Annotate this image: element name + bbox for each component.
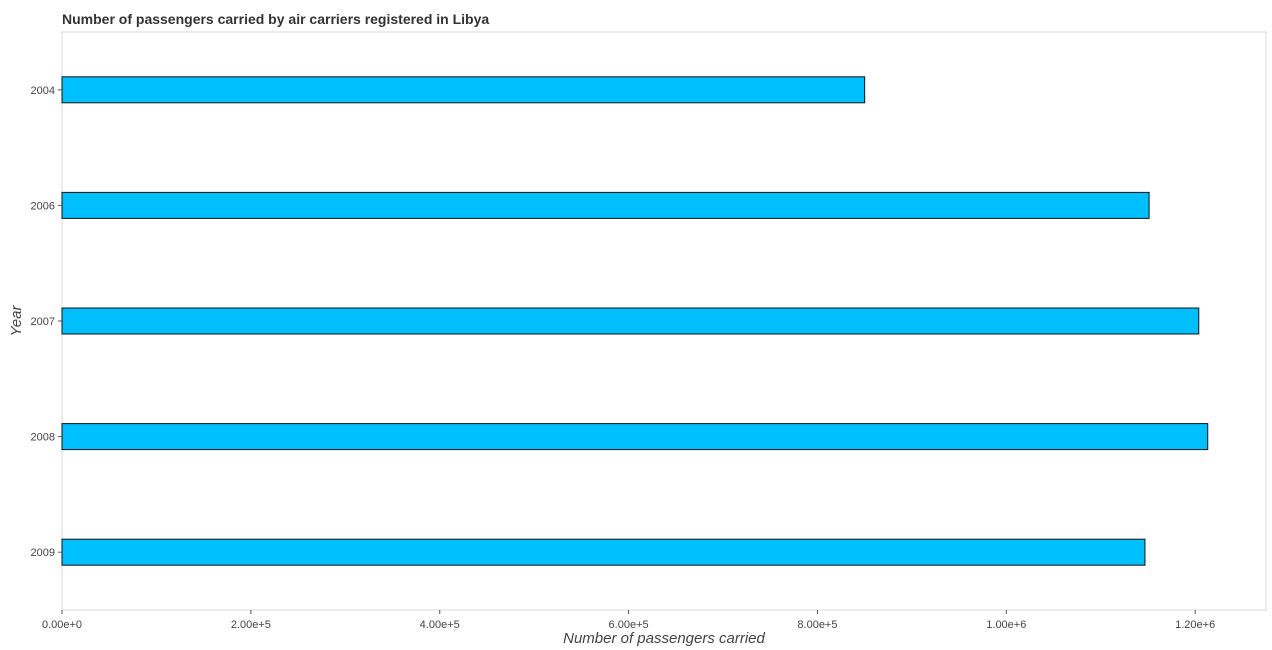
x-tick-label: 1.00e+6 — [986, 619, 1026, 631]
bar-2006 — [62, 192, 1149, 218]
y-tick-label: 2006 — [31, 200, 55, 212]
x-tick-label: 8.00e+5 — [797, 619, 837, 631]
bar-2004 — [62, 77, 865, 103]
x-tick-label: 4.00e+5 — [420, 619, 460, 631]
x-tick-label: 0.00e+0 — [42, 619, 82, 631]
y-tick-label: 2004 — [31, 85, 55, 97]
x-axis-label: Number of passengers carried — [563, 630, 765, 647]
chart-title: Number of passengers carried by air carr… — [62, 11, 489, 27]
y-tick-label: 2008 — [31, 432, 55, 444]
y-axis-label: Year — [8, 305, 25, 337]
y-axis-ticks: 2004 2006 2007 2008 2009 — [31, 85, 62, 559]
bar-2007 — [62, 308, 1199, 334]
bar-2008 — [62, 424, 1208, 450]
y-tick-label: 2009 — [31, 547, 55, 559]
bar-2009 — [62, 539, 1145, 565]
x-axis-ticks: 0.00e+0 2.00e+5 4.00e+5 6.00e+5 8.00e+5 1.00e… — [42, 610, 1215, 631]
y-tick-label: 2007 — [31, 316, 55, 328]
bars-group — [62, 77, 1208, 565]
x-tick-label: 1.20e+6 — [1175, 619, 1215, 631]
x-tick-label: 2.00e+5 — [231, 619, 271, 631]
